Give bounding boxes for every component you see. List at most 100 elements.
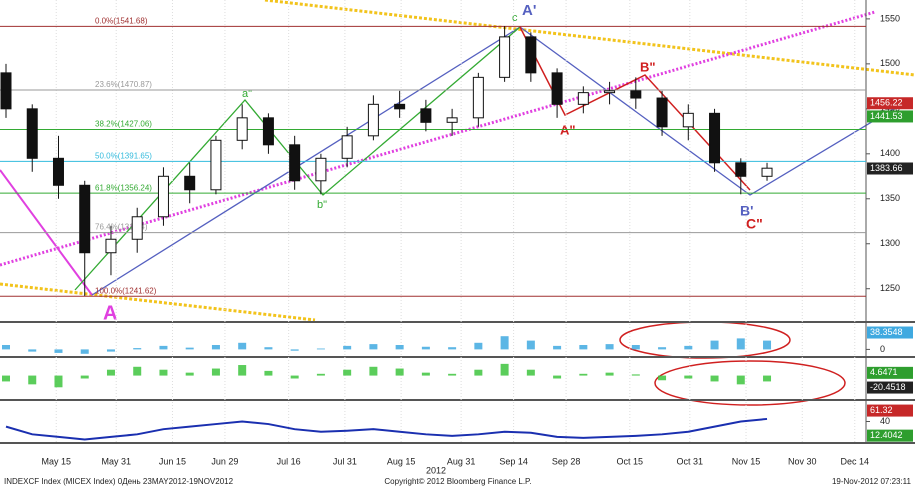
candle-body [394, 103, 406, 110]
y-tick-label: 1500 [880, 58, 900, 68]
candle-body [499, 36, 511, 78]
indicator-bar [579, 345, 588, 350]
indicator-bar [658, 375, 667, 381]
indicator-bar [553, 375, 562, 379]
x-tick-label: Aug 15 [387, 456, 416, 466]
indicator-bar [28, 349, 37, 352]
indicator-bar [710, 340, 719, 350]
fib-label: 50.0%(1391.65) [95, 151, 152, 160]
indicator-bar [264, 347, 273, 350]
candle-body [341, 135, 353, 159]
candle-body [551, 72, 563, 105]
candle-body [262, 117, 274, 146]
indicator-bar [133, 348, 142, 350]
indicator-bar [631, 345, 640, 350]
candle-body [420, 108, 432, 123]
indicator-bar [736, 338, 745, 350]
indicator-bar [500, 363, 509, 376]
candle-body [131, 216, 143, 240]
candle-body [210, 139, 222, 191]
price-tag [867, 429, 913, 442]
indicator-bar [238, 365, 247, 376]
indicator-bar [553, 345, 562, 350]
price-tag [867, 110, 913, 123]
price-tag [867, 366, 913, 379]
indicator-bar [369, 344, 378, 350]
x-tick-label: May 15 [41, 456, 71, 466]
panel-borders [0, 0, 915, 444]
candle-body [682, 112, 694, 128]
candle-body [79, 184, 91, 254]
price-tag [867, 381, 913, 394]
y-tick-label: 1300 [880, 238, 900, 248]
indicator-bar [710, 375, 719, 382]
price-tag-label: 12.4042 [870, 430, 903, 440]
indicator-bar [605, 344, 614, 350]
price-tag-label: 1383.66 [870, 163, 903, 173]
indicator-bar [54, 349, 63, 353]
fib-label: 76.4%(1312.4) [95, 223, 148, 232]
indicator-bar [658, 347, 667, 350]
candle-body [446, 117, 458, 123]
indicator-bar [736, 375, 745, 385]
candle-body [184, 175, 196, 191]
fib-label: 100.0%(1241.62) [95, 286, 157, 295]
indicator-bar [185, 372, 194, 376]
fib-label: 23.6%(1470.87) [95, 80, 152, 89]
indicator-bar [421, 372, 430, 376]
indicator-bar [343, 345, 352, 350]
indicator-line [5, 417, 768, 441]
indicator-bar [159, 369, 168, 376]
trend-line [0, 282, 316, 322]
price-tag-label: -20.4518 [870, 382, 906, 392]
indicator-bar [106, 349, 115, 352]
candle-body [289, 144, 301, 182]
indicator-bar [684, 375, 693, 379]
footer-center: Copyright© 2012 Bloomberg Finance L.P. [384, 477, 531, 486]
indicator-bar [316, 348, 325, 350]
candle-body [472, 76, 484, 119]
x-tick-label: Oct 15 [617, 456, 644, 466]
candle-body [630, 90, 642, 99]
indicator-bar [605, 372, 614, 376]
x-tick-label: Jun 29 [211, 456, 238, 466]
indicator-bar [316, 373, 325, 376]
x-tick-label: Jul 16 [277, 456, 301, 466]
annotation: C" [746, 216, 763, 232]
indicator-bar [54, 375, 63, 388]
x-tick-label: Sep 14 [499, 456, 528, 466]
indicator-bar [80, 349, 89, 354]
price-tag [867, 162, 913, 175]
x-tick-label: Jul 31 [333, 456, 357, 466]
candle-body [735, 162, 747, 177]
indicator-bar [526, 369, 535, 376]
fib-label: 61.8%(1356.24) [95, 183, 152, 192]
x-tick-label: May 31 [101, 456, 131, 466]
candle-body [52, 157, 64, 186]
indicator-bar [80, 375, 89, 379]
price-tag-label: 1441.53 [870, 111, 903, 121]
price-tag-label: 1456.22 [870, 98, 903, 108]
indicator-bar [684, 345, 693, 350]
annotation: a" [242, 88, 252, 100]
indicator-bar [343, 369, 352, 376]
annotation: A' [522, 2, 536, 19]
x-axis-label: 2012 [426, 465, 446, 475]
x-tick-label: Nov 15 [732, 456, 761, 466]
annotation: c [512, 12, 518, 24]
candle-body [105, 238, 117, 254]
y-tick-label: 1400 [880, 148, 900, 158]
trend-line [264, 0, 915, 77]
candle-body [26, 108, 38, 159]
candle-body [761, 167, 773, 177]
x-tick-label: Aug 31 [447, 456, 476, 466]
candle-body [604, 90, 616, 94]
indicator-bar [474, 369, 483, 376]
price-tag-label: 61.32 [870, 405, 893, 415]
indicator-bar [448, 373, 457, 376]
candle-body [525, 36, 537, 74]
indicator-bar [264, 370, 273, 376]
indicator-bar [395, 368, 404, 376]
x-tick-label: Sep 28 [552, 456, 581, 466]
